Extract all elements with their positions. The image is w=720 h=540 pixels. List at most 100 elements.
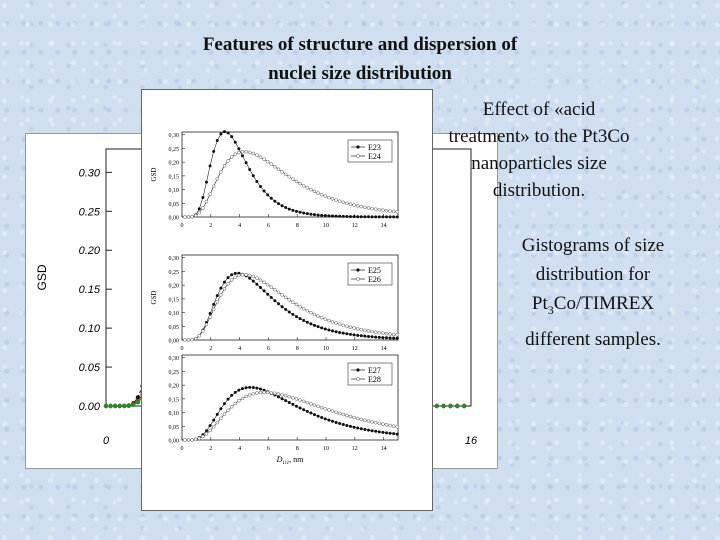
series-point [266,292,270,296]
series-point [266,193,270,197]
series-point [359,427,363,431]
series-point [262,280,266,285]
series-point [240,396,245,401]
series-point [359,215,363,219]
panel-x-tick-label: 12 [352,446,358,452]
series-point [204,432,209,436]
series-point [320,213,324,217]
series-point [265,282,270,287]
series-point [305,400,310,405]
series-point [244,272,248,277]
series-point [348,332,352,336]
series-point [262,189,266,193]
series-point [273,164,277,169]
panel-y-tick-label: 0,05 [169,425,180,431]
gsd-panels-figure: 0,00 0,05 0,10 0,15 0,20 0,25 0,30 0 2 4 6 8 10 12 14 E… [141,89,433,511]
panel-x-tick-label: 0 [181,446,184,452]
series-point [319,405,324,410]
gisto-pt: Pt [531,293,548,314]
series-point [229,155,234,159]
gisto-line-2: distribution for [535,264,651,285]
panel-y-tick-label: 0,00 [169,216,180,222]
series-point [363,328,367,333]
series-point [330,320,335,324]
series-point [284,307,288,311]
series-point [334,214,338,218]
series-point [237,388,241,392]
series-point [327,408,331,412]
series-point [305,309,310,313]
panel-y-tick-label: 0,05 [169,325,180,331]
series-point [186,438,191,442]
series-line [106,349,166,407]
series-point [226,408,230,413]
series-point [251,274,256,279]
panel-frame [181,254,399,341]
panel-x-tick-label: 2 [209,346,212,352]
series-point [455,403,460,409]
series-point [355,327,360,331]
panel-y-tick-label: 0,15 [169,397,180,403]
series-point [395,333,400,337]
legend-label: E27 [368,366,381,375]
series-point [215,139,219,143]
series-point [330,409,335,413]
panel-x-tick-label: 8 [296,446,299,452]
series-point [240,272,245,277]
series-point [276,302,280,306]
series-point [269,196,273,200]
series-point [327,328,331,332]
series-point [334,330,338,334]
series-point [309,310,313,315]
series-point [348,202,353,206]
series-point [302,319,306,323]
series-point [316,314,320,318]
series-point [323,407,328,411]
series-point [448,403,453,409]
series-point [348,325,353,329]
series-point [363,427,367,431]
series-line [106,275,166,407]
panel-x-tick-label: 6 [267,446,270,452]
series-point [338,330,342,334]
series-point [363,418,367,422]
series-point [240,149,245,154]
series-point [370,420,374,424]
series-point [366,419,371,423]
series-point [237,273,241,278]
series-point [323,317,328,321]
series-point [131,402,136,408]
series-point [370,429,374,433]
series-point [280,397,284,401]
series-point [309,187,313,192]
panel-y-tick-label: 0,20 [169,284,180,290]
series-point [388,215,392,219]
panel-x-tick-label: 2 [209,446,212,452]
series-point [338,214,342,218]
series-point [373,207,378,211]
series-point [337,322,342,326]
legend-marker [356,145,360,149]
series-point [359,204,364,209]
series-point [377,430,381,434]
panel-y-tick-label: 0,10 [169,411,180,417]
series-point [381,422,385,426]
series-point [186,338,191,342]
series-point [381,331,385,335]
series-point [294,179,299,184]
series-point [384,336,388,340]
title-line-2: nuclei size distribution [268,63,452,84]
series-point [316,213,320,217]
series-point [233,390,237,394]
y-tick-label: 0.25 [79,206,101,218]
panel-x-tick-label: 12 [352,346,358,352]
series-point [222,280,226,284]
series-point [355,416,360,421]
x-tick-label: 0 [103,435,110,447]
series-point [384,215,388,219]
series-point [193,213,198,218]
panel-frame [181,131,399,218]
series-point [377,207,382,212]
y-tick-label: 0.05 [79,362,101,374]
series-point [330,197,335,201]
